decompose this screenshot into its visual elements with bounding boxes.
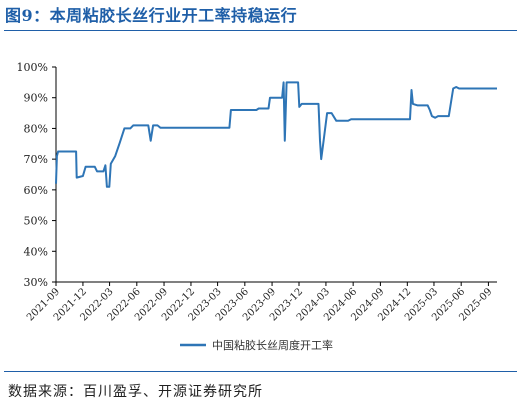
source-divider (4, 371, 517, 372)
y-tick-label: 70% (24, 153, 48, 166)
line-chart: 30% 40% 50% 60% 70% 80% 90% 100% 2021-092021-12… (17, 61, 497, 352)
y-tick-label: 60% (24, 184, 48, 197)
legend: 中国粘胶长丝周度开工率 (180, 338, 333, 352)
series-line (55, 81, 497, 188)
x-axis-ticks: 2021-092021-122022-032022-062022-092022-… (25, 282, 495, 324)
y-tick-label: 30% (24, 276, 48, 289)
title-divider (4, 30, 517, 31)
y-tick-label: 80% (24, 122, 48, 135)
y-tick-label: 40% (24, 245, 48, 258)
source-note: 数据来源：百川盈孚、开源证券研究所 (8, 384, 263, 400)
y-tick-label: 100% (17, 61, 48, 74)
y-axis-ticks: 30% 40% 50% 60% 70% 80% 90% 100% (17, 61, 56, 289)
legend-label: 中国粘胶长丝周度开工率 (212, 338, 333, 352)
y-tick-label: 90% (24, 92, 48, 105)
series-layer (55, 81, 497, 188)
y-tick-label: 50% (24, 215, 48, 228)
figure-title: 图9：本周粘胶长丝行业开工率持稳运行 (5, 6, 298, 25)
